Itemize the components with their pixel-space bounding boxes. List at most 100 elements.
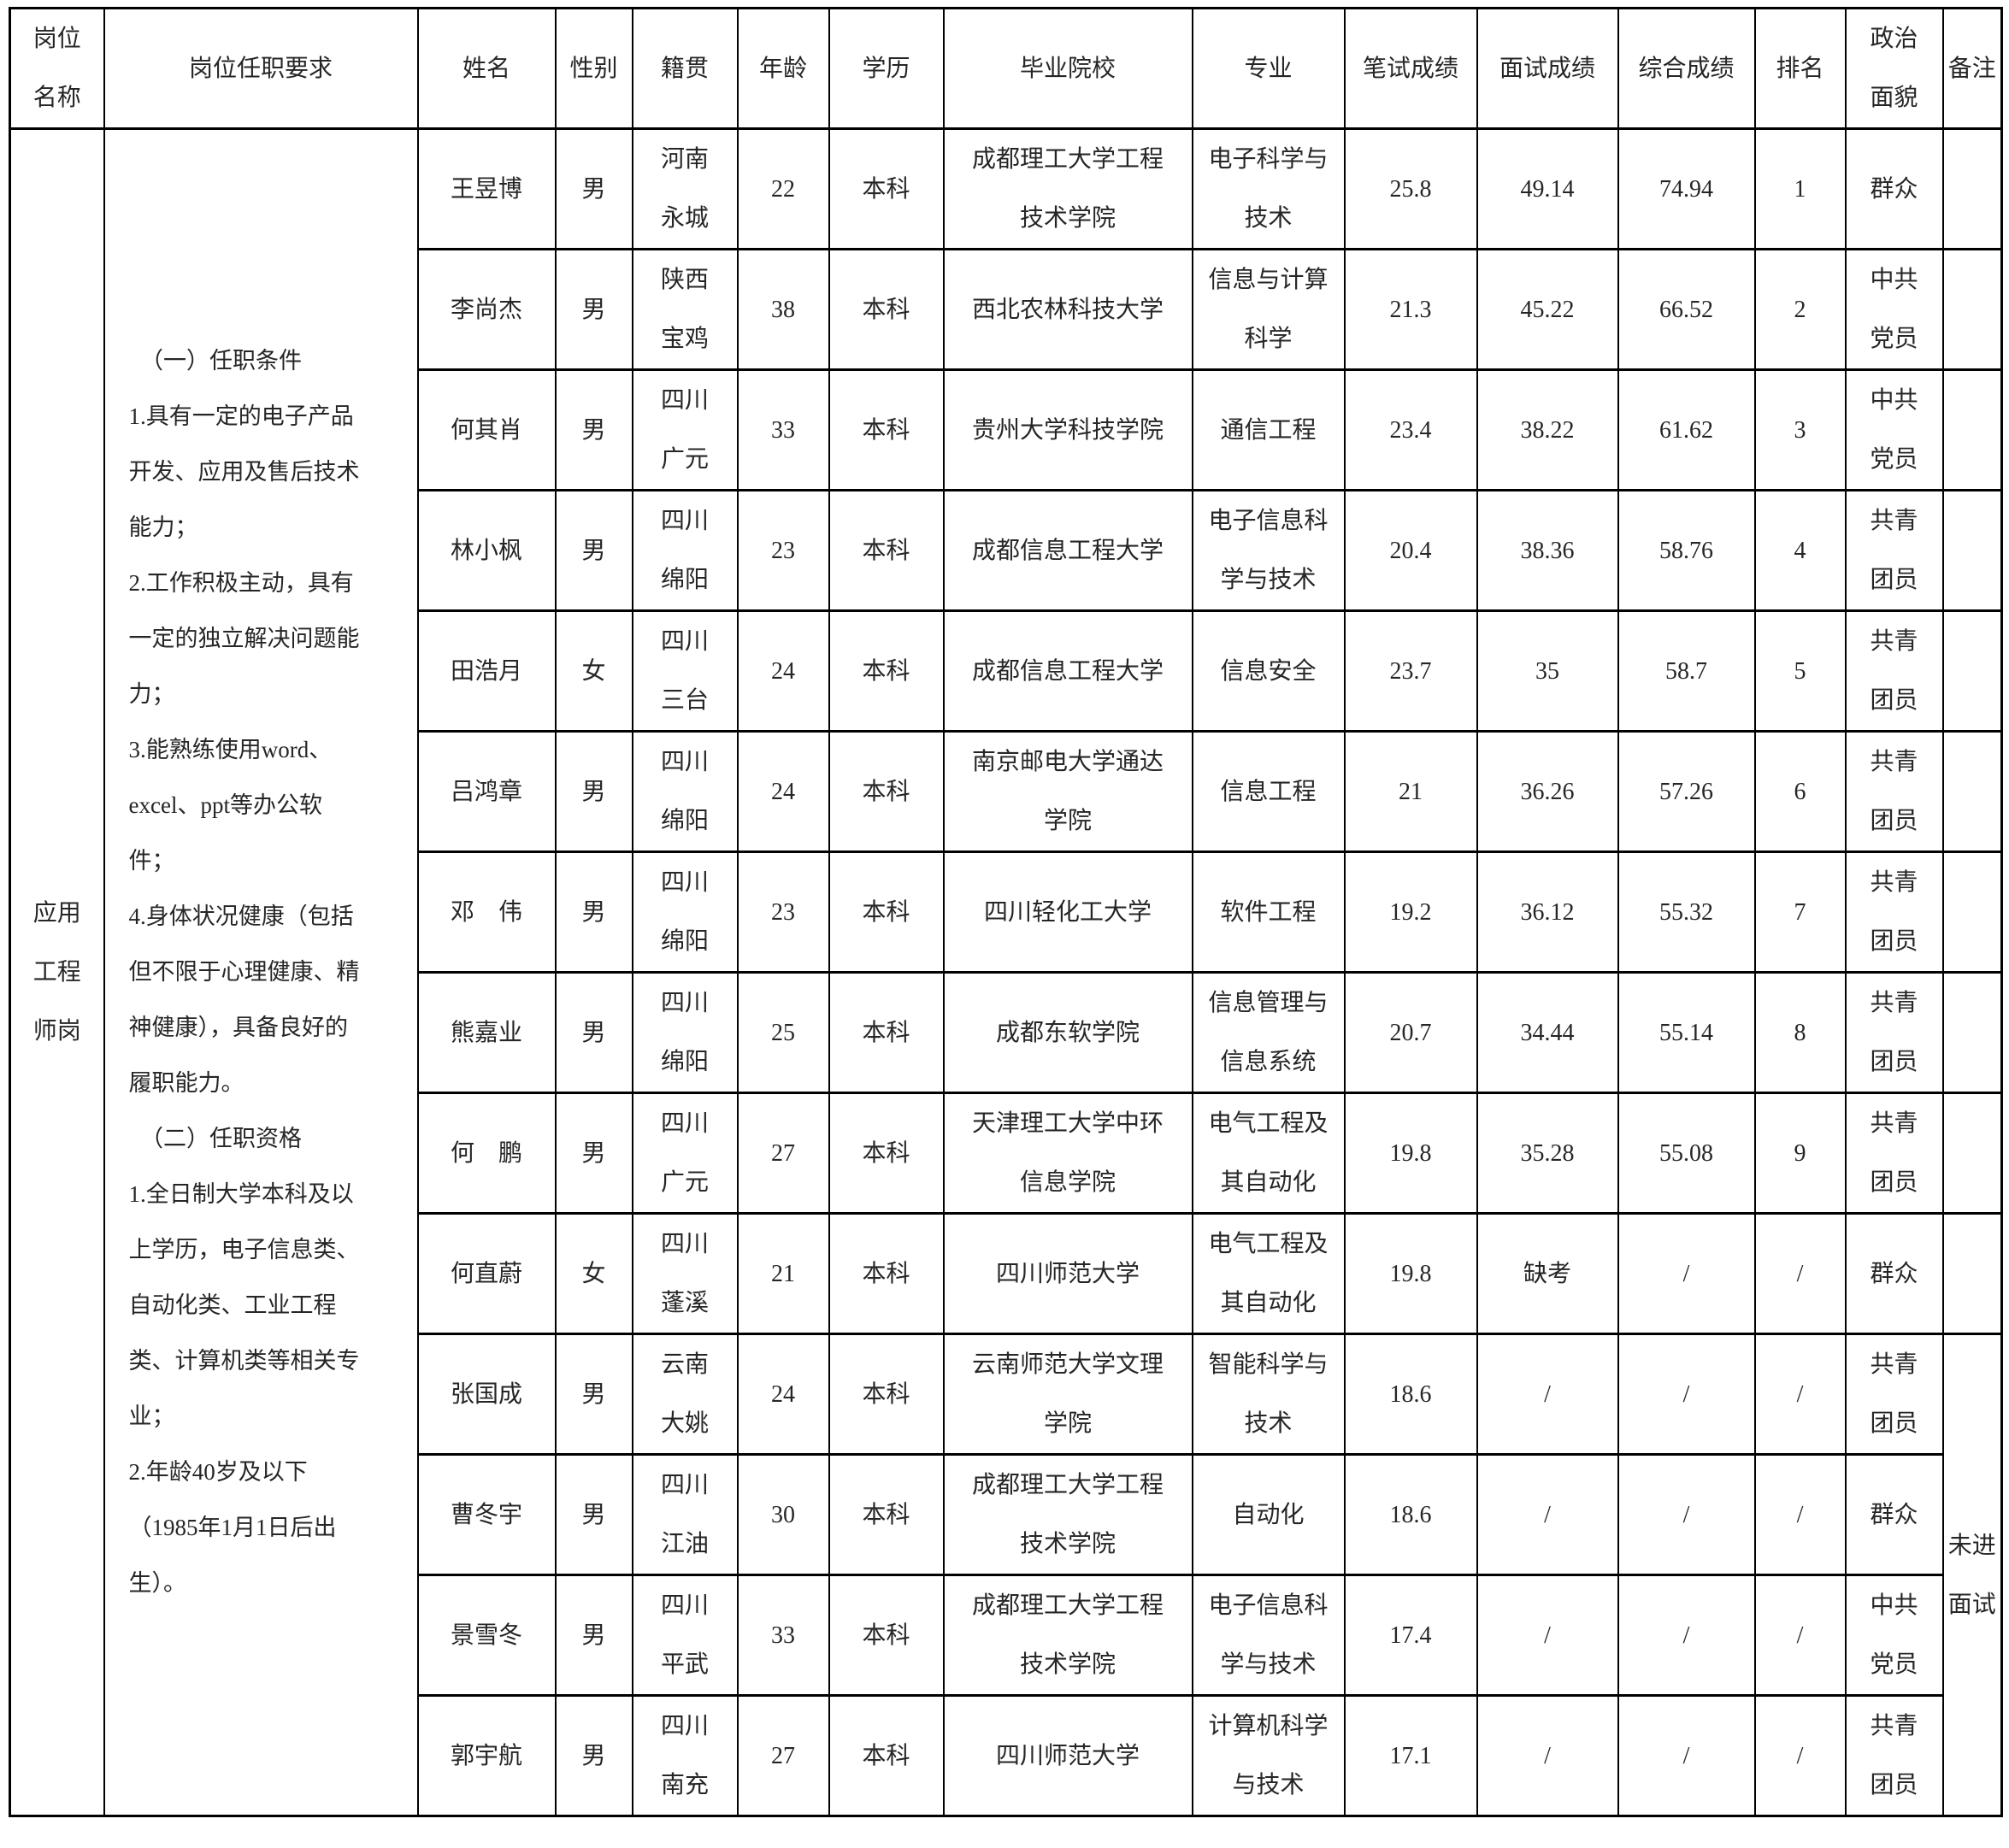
interview-score-cell: 35.28: [1476, 1092, 1619, 1215]
overall-score-cell: 66.52: [1617, 248, 1756, 371]
major-cell: 信息安全: [1191, 609, 1346, 733]
written-score-cell: 19.2: [1343, 850, 1478, 974]
school-cell: 成都理工大学工程 技术学院: [942, 1574, 1193, 1697]
overall-score-cell: 55.32: [1617, 850, 1756, 974]
education-cell: 本科: [828, 1212, 945, 1335]
rank-cell: 3: [1753, 368, 1847, 491]
header-major: 专业: [1191, 7, 1346, 130]
rank-cell: 2: [1753, 248, 1847, 371]
age-cell: 23: [736, 850, 830, 974]
name-cell: 李尚杰: [416, 248, 557, 371]
interview-score-cell: 36.26: [1476, 730, 1619, 853]
native-place-cell: 四川 南充: [631, 1694, 739, 1817]
remark-cell: [1941, 730, 2003, 853]
interview-score-cell: 38.22: [1476, 368, 1619, 491]
written-score-cell: 23.4: [1343, 368, 1478, 491]
interview-score-cell: 49.14: [1476, 127, 1619, 250]
written-score-cell: 19.8: [1343, 1212, 1478, 1335]
header-gender: 性别: [554, 7, 633, 130]
table-row: 景雪冬 男 四川 平武 33 本科 成都理工大学工程 技术学院 电子信息科 学与…: [10, 1574, 2002, 1697]
remark-cell: [1941, 368, 2003, 491]
name-cell: 熊嘉业: [416, 971, 557, 1094]
gender-cell: 男: [554, 1694, 633, 1817]
written-score-cell: 20.7: [1343, 971, 1478, 1094]
rank-cell: /: [1753, 1574, 1847, 1697]
native-place-cell: 四川 蓬溪: [631, 1212, 739, 1335]
table-row: 熊嘉业 男 四川 绵阳 25 本科 成都东软学院 信息管理与 信息系统 20.7…: [10, 971, 2003, 1094]
native-place-cell: 四川 广元: [631, 368, 739, 491]
remark-cell: [1941, 248, 2003, 371]
native-place-cell: 四川 绵阳: [631, 730, 739, 853]
major-cell: 电气工程及 其自动化: [1191, 1212, 1346, 1335]
table-row: 张国成 男 云南 大姚 24 本科 云南师范大学文理 学院 智能科学与 技术 1…: [10, 1333, 2003, 1817]
written-score-cell: 21: [1343, 730, 1478, 853]
political-status-cell: 共青 团员: [1844, 730, 1944, 853]
education-cell: 本科: [828, 248, 945, 371]
requirements-cell: （一）任职条件 1.具有一定的电子产品 开发、应用及售后技术 能力； 2.工作积…: [103, 127, 419, 1817]
school-cell: 云南师范大学文理 学院: [942, 1333, 1193, 1456]
education-cell: 本科: [828, 1694, 945, 1817]
major-cell: 信息工程: [1191, 730, 1346, 853]
rank-cell: 5: [1753, 609, 1847, 733]
age-cell: 38: [736, 248, 830, 371]
education-cell: 本科: [828, 971, 945, 1094]
remark-cell: [1941, 609, 2003, 733]
school-cell: 天津理工大学中环 信息学院: [942, 1092, 1193, 1215]
name-cell: 何其肖: [416, 368, 557, 491]
age-cell: 24: [736, 609, 830, 733]
remark-cell: [1941, 127, 2003, 250]
major-cell: 电子信息科 学与技术: [1191, 1574, 1346, 1697]
school-cell: 四川师范大学: [942, 1212, 1193, 1335]
table-row: 李尚杰 男 陕西 宝鸡 38 本科 西北农林科技大学 信息与计算 科学 21.3…: [10, 248, 2003, 371]
table-row: 何 鹏 男 四川 广元 27 本科 天津理工大学中环 信息学院 电气工程及 其自…: [10, 1092, 2003, 1215]
gender-cell: 男: [554, 850, 633, 974]
name-cell: 景雪冬: [416, 1574, 557, 1697]
native-place-cell: 四川 绵阳: [631, 489, 739, 612]
major-cell: 计算机科学 与技术: [1191, 1694, 1346, 1817]
age-cell: 22: [736, 127, 830, 250]
major-cell: 通信工程: [1191, 368, 1346, 491]
native-place-cell: 陕西 宝鸡: [631, 248, 739, 371]
table-row: 林小枫 男 四川 绵阳 23 本科 成都信息工程大学 电子信息科 学与技术 20…: [10, 489, 2003, 612]
name-cell: 郭宇航: [416, 1694, 557, 1817]
header-education: 学历: [828, 7, 945, 130]
header-remark: 备注: [1941, 7, 2003, 130]
education-cell: 本科: [828, 850, 945, 974]
header-interview-score: 面试成绩: [1476, 7, 1619, 130]
remark-cell: [1941, 1212, 2003, 1335]
political-status-cell: 中共 党员: [1844, 368, 1944, 491]
remark-cell: [1941, 1092, 2003, 1215]
interview-score-cell: 缺考: [1476, 1212, 1619, 1335]
age-cell: 33: [736, 368, 830, 491]
political-status-cell: 共青 团员: [1844, 1694, 1944, 1817]
gender-cell: 男: [554, 1092, 633, 1215]
major-cell: 软件工程: [1191, 850, 1346, 974]
age-cell: 25: [736, 971, 830, 1094]
gender-cell: 男: [554, 1574, 633, 1697]
overall-score-cell: 58.7: [1617, 609, 1756, 733]
political-status-cell: 共青 团员: [1844, 850, 1944, 974]
education-cell: 本科: [828, 1092, 945, 1215]
overall-score-cell: 74.94: [1617, 127, 1756, 250]
name-cell: 邓 伟: [416, 850, 557, 974]
school-cell: 四川师范大学: [942, 1694, 1193, 1817]
header-position-name: 岗位 名称: [9, 7, 105, 130]
school-cell: 贵州大学科技学院: [942, 368, 1193, 491]
table-row: 吕鸿章 男 四川 绵阳 24 本科 南京邮电大学通达 学院 信息工程 21 36…: [10, 730, 2003, 853]
gender-cell: 男: [554, 1453, 633, 1576]
name-cell: 吕鸿章: [416, 730, 557, 853]
gender-cell: 男: [554, 248, 633, 371]
rank-cell: /: [1753, 1694, 1847, 1817]
interview-score-cell: 38.36: [1476, 489, 1619, 612]
table-row: 郭宇航 男 四川 南充 27 本科 四川师范大学 计算机科学 与技术 17.1 …: [10, 1694, 2002, 1817]
written-score-cell: 17.4: [1343, 1574, 1478, 1697]
education-cell: 本科: [828, 1453, 945, 1576]
rank-cell: 1: [1753, 127, 1847, 250]
education-cell: 本科: [828, 1574, 945, 1697]
interview-score-cell: 34.44: [1476, 971, 1619, 1094]
native-place-cell: 云南 大姚: [631, 1333, 739, 1456]
rank-cell: 4: [1753, 489, 1847, 612]
interview-score-cell: 45.22: [1476, 248, 1619, 371]
native-place-cell: 四川 绵阳: [631, 971, 739, 1094]
